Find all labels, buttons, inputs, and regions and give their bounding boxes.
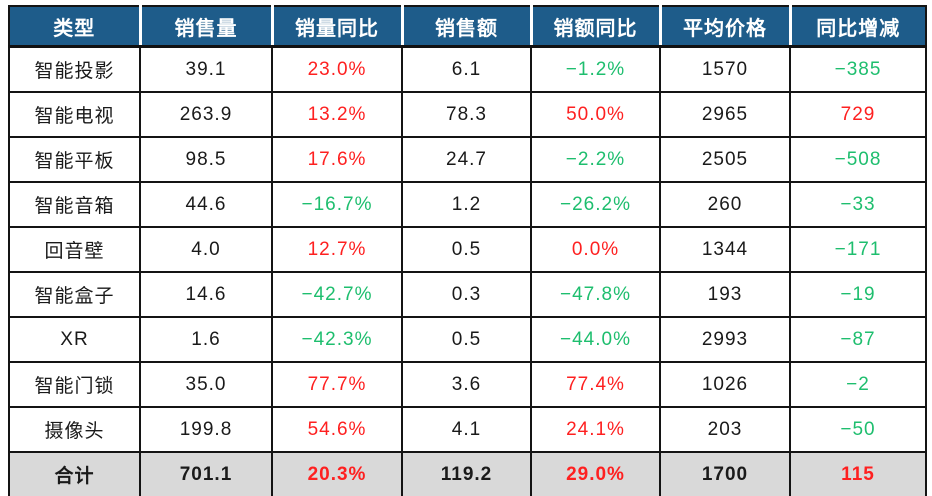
column-header: 销售量 — [138, 6, 272, 48]
table-cell: 260 — [659, 181, 791, 228]
table-cell: 20.3% — [271, 451, 403, 496]
table-row: 智能电视 263.9 13.2% 78.3 50.0% 2965 729 — [8, 91, 927, 138]
table-cell: 2965 — [659, 91, 791, 138]
table-cell: −87 — [789, 316, 927, 363]
total-row: 合计 701.1 20.3% 119.2 29.0% 1700 115 — [8, 451, 927, 496]
table-cell: −171 — [789, 226, 927, 273]
table-cell: 2993 — [659, 316, 791, 363]
column-header: 平均价格 — [658, 6, 790, 48]
sales-data-table: 类型 销售量 销量同比 销售额 销额同比 平均价格 同比增减 智能投影 39.1 23.0% 6.… — [8, 5, 927, 496]
row-label: 智能门锁 — [8, 361, 141, 408]
table-cell: −16.7% — [271, 181, 403, 228]
table-cell: 12.7% — [271, 226, 403, 273]
table-cell: 263.9 — [139, 91, 273, 138]
table-cell: 3.6 — [401, 361, 532, 408]
table-cell: 1.6 — [139, 316, 273, 363]
table-cell: 193 — [659, 271, 791, 318]
table-cell: 77.4% — [530, 361, 661, 408]
table-cell: 77.7% — [271, 361, 403, 408]
row-label: 摄像头 — [8, 406, 141, 453]
row-label: 智能投影 — [8, 45, 141, 93]
column-header: 销额同比 — [529, 6, 660, 48]
table-cell: −2.2% — [530, 136, 661, 183]
table-cell: 98.5 — [139, 136, 273, 183]
table-cell: 1700 — [659, 451, 791, 496]
table-cell: 4.0 — [139, 226, 273, 273]
column-header: 类型 — [9, 6, 140, 48]
row-label: 合计 — [8, 451, 141, 496]
table-cell: −385 — [789, 45, 927, 93]
table-cell: 0.5 — [401, 226, 532, 273]
table-cell: 24.1% — [530, 406, 661, 453]
table-cell: 199.8 — [139, 406, 273, 453]
table-cell: 115 — [789, 451, 927, 496]
table-cell: 54.6% — [271, 406, 403, 453]
table-cell: 50.0% — [530, 91, 661, 138]
table-cell: 17.6% — [271, 136, 403, 183]
table-row: 摄像头 199.8 54.6% 4.1 24.1% 203 −50 — [8, 406, 927, 453]
row-label: 智能平板 — [8, 136, 141, 183]
row-label: 智能电视 — [8, 91, 141, 138]
table-cell: 78.3 — [401, 91, 532, 138]
table-cell: 23.0% — [271, 45, 403, 93]
table-cell: 1344 — [659, 226, 791, 273]
table-cell: 701.1 — [139, 451, 273, 496]
table-cell: 35.0 — [139, 361, 273, 408]
table-cell: 0.3 — [401, 271, 532, 318]
table-cell: −44.0% — [530, 316, 661, 363]
row-label: XR — [8, 316, 141, 363]
table-row: 智能音箱 44.6 −16.7% 1.2 −26.2% 260 −33 — [8, 181, 927, 228]
table-cell: −1.2% — [530, 45, 661, 93]
table-cell: 29.0% — [530, 451, 661, 496]
table-cell: −42.7% — [271, 271, 403, 318]
table-row: 智能门锁 35.0 77.7% 3.6 77.4% 1026 −2 — [8, 361, 927, 408]
table-cell: 24.7 — [401, 136, 532, 183]
table-cell: −19 — [789, 271, 927, 318]
table-cell: 14.6 — [139, 271, 273, 318]
table-header-row: 类型 销售量 销量同比 销售额 销额同比 平均价格 同比增减 — [9, 6, 926, 48]
table-row: XR 1.6 −42.3% 0.5 −44.0% 2993 −87 — [8, 316, 927, 363]
column-header: 同比增减 — [788, 6, 926, 48]
table-cell: −26.2% — [530, 181, 661, 228]
row-label: 回音壁 — [8, 226, 141, 273]
table-cell: −508 — [789, 136, 927, 183]
row-label: 智能音箱 — [8, 181, 141, 228]
column-header: 销售额 — [400, 6, 531, 48]
table-cell: −42.3% — [271, 316, 403, 363]
row-label: 智能盒子 — [8, 271, 141, 318]
table-cell: −33 — [789, 181, 927, 228]
table-cell: 1570 — [659, 45, 791, 93]
table-cell: 729 — [789, 91, 927, 138]
table-cell: 13.2% — [271, 91, 403, 138]
table-cell: 119.2 — [401, 451, 532, 496]
table-cell: 6.1 — [401, 45, 532, 93]
table-cell: −2 — [789, 361, 927, 408]
table-cell: 2505 — [659, 136, 791, 183]
column-header: 销量同比 — [270, 6, 402, 48]
table-cell: 4.1 — [401, 406, 532, 453]
table-cell: 0.0% — [530, 226, 661, 273]
table-row: 回音壁 4.0 12.7% 0.5 0.0% 1344 −171 — [8, 226, 927, 273]
table-cell: 39.1 — [139, 45, 273, 93]
table-cell: 0.5 — [401, 316, 532, 363]
table-row: 智能盒子 14.6 −42.7% 0.3 −47.8% 193 −19 — [8, 271, 927, 318]
table-row: 智能平板 98.5 17.6% 24.7 −2.2% 2505 −508 — [8, 136, 927, 183]
table-cell: 44.6 — [139, 181, 273, 228]
table-cell: −47.8% — [530, 271, 661, 318]
table-cell: 1.2 — [401, 181, 532, 228]
table-row: 智能投影 39.1 23.0% 6.1 −1.2% 1570 −385 — [8, 45, 927, 93]
table-cell: −50 — [789, 406, 927, 453]
table-cell: 203 — [659, 406, 791, 453]
table-cell: 1026 — [659, 361, 791, 408]
